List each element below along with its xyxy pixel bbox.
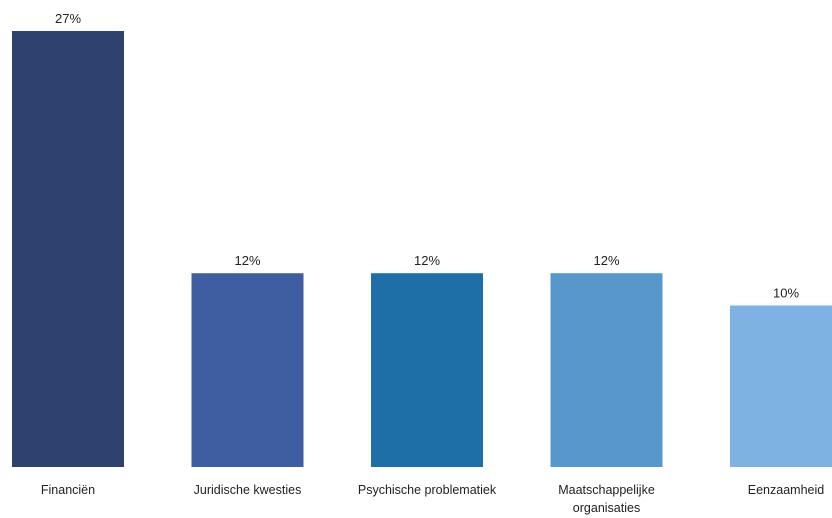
- category-label-juridische-kwesties: Juridische kwesties: [194, 483, 302, 497]
- category-label-maatschappelijke-organisaties: Maatschappelijke organisaties: [558, 483, 655, 515]
- value-label-eenzaamheid: 10%: [773, 286, 799, 301]
- category-label-line: Maatschappelijke: [558, 483, 655, 497]
- value-label-financien: 27%: [55, 11, 81, 26]
- category-label-line: Financiën: [41, 483, 95, 497]
- bar-eenzaamheid: [730, 305, 832, 467]
- value-labels-group: 27% 12% 12% 12% 10%: [55, 11, 799, 301]
- category-label-eenzaamheid: Eenzaamheid: [748, 483, 824, 497]
- bar-juridische-kwesties: [191, 273, 304, 467]
- bar-maatschappelijke-organisaties: [550, 273, 663, 467]
- category-label-line: Psychische problematiek: [358, 483, 497, 497]
- bar-financien: [12, 31, 124, 467]
- category-labels-group: Financiën Juridische kwesties Psychische p…: [41, 483, 824, 515]
- category-label-financien: Financiën: [41, 483, 95, 497]
- category-label-line: Juridische kwesties: [194, 483, 302, 497]
- bar-psychische-problematiek: [371, 273, 483, 467]
- category-label-line: organisaties: [573, 501, 640, 515]
- category-label-psychische-problematiek: Psychische problematiek: [358, 483, 497, 497]
- bars-group: [12, 31, 832, 467]
- value-label-psychische-problematiek: 12%: [414, 253, 440, 268]
- value-label-juridische-kwesties: 12%: [234, 253, 260, 268]
- category-label-line: Eenzaamheid: [748, 483, 824, 497]
- value-label-maatschappelijke-organisaties: 12%: [593, 253, 619, 268]
